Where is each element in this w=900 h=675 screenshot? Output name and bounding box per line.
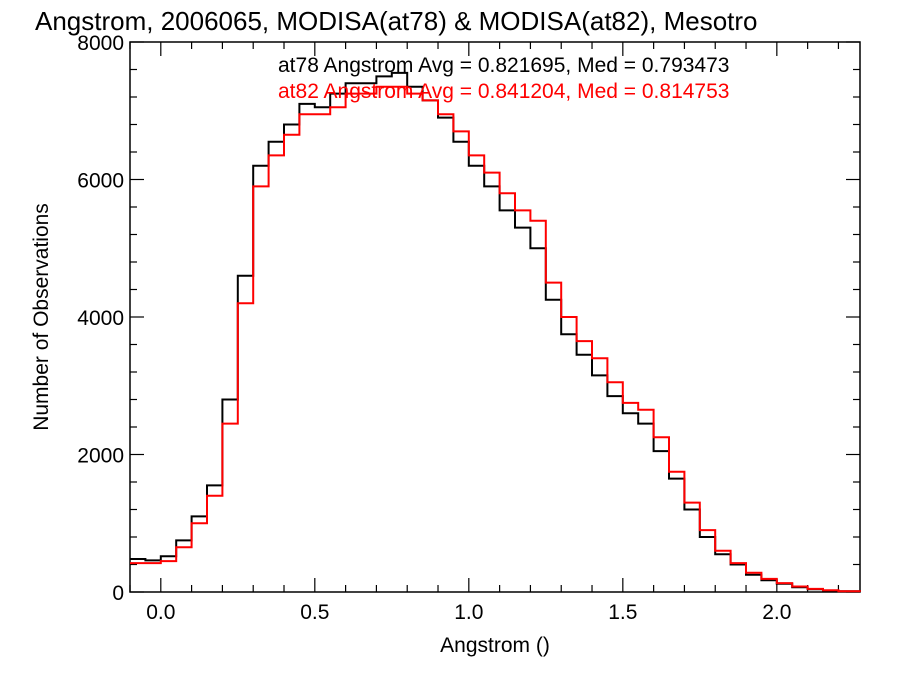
legend-entry-at82: at82 Angstrom Avg = 0.841204, Med = 0.81… (278, 80, 729, 103)
x-axis-label: Angstrom () (440, 634, 550, 657)
series-lines (130, 71, 861, 593)
y-tick-label: 6000 (77, 170, 124, 193)
series-line-at78 (130, 71, 861, 593)
chart-title: Angstrom, 2006065, MODISA(at78) & MODISA… (35, 6, 758, 36)
y-tick-label: 2000 (77, 445, 124, 468)
x-tick-label: 0.5 (300, 601, 329, 624)
y-tick-label: 4000 (77, 307, 124, 330)
axis-tick-labels: 0.0 0.5 1.0 1.5 2.0 0 2000 4000 6000 8000 (77, 32, 791, 624)
plot-frame (129, 41, 861, 593)
series-line-at82 (130, 85, 861, 593)
x-tick-label: 1.0 (454, 601, 483, 624)
x-tick-label: 2.0 (762, 601, 791, 624)
x-tick-label: 1.5 (608, 601, 637, 624)
y-tick-label: 0 (112, 582, 124, 605)
legend-entry-at78: at78 Angstrom Avg = 0.821695, Med = 0.79… (278, 54, 729, 77)
y-tick-label: 8000 (77, 32, 124, 55)
y-axis-label: Number of Observations (30, 203, 53, 431)
axis-ticks (129, 41, 860, 593)
x-tick-label: 0.0 (146, 601, 175, 624)
